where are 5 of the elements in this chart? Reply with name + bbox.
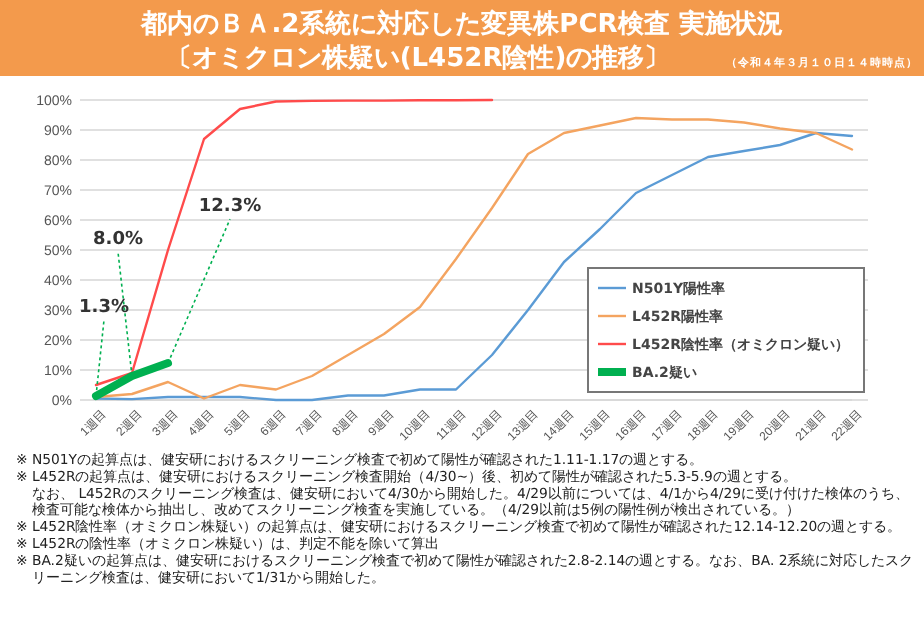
data-label: 12.3% (198, 197, 262, 218)
data-label: 8.0% (93, 230, 143, 250)
chart-title: 都内のＢＡ.2系統に対応した変異株PCR検査 実施状況 (139, 8, 783, 40)
data-label: 1.3% (79, 298, 129, 319)
chart-subtitle: 〔オミクロン株疑い(L452R陰性)の推移〕 (165, 44, 671, 74)
